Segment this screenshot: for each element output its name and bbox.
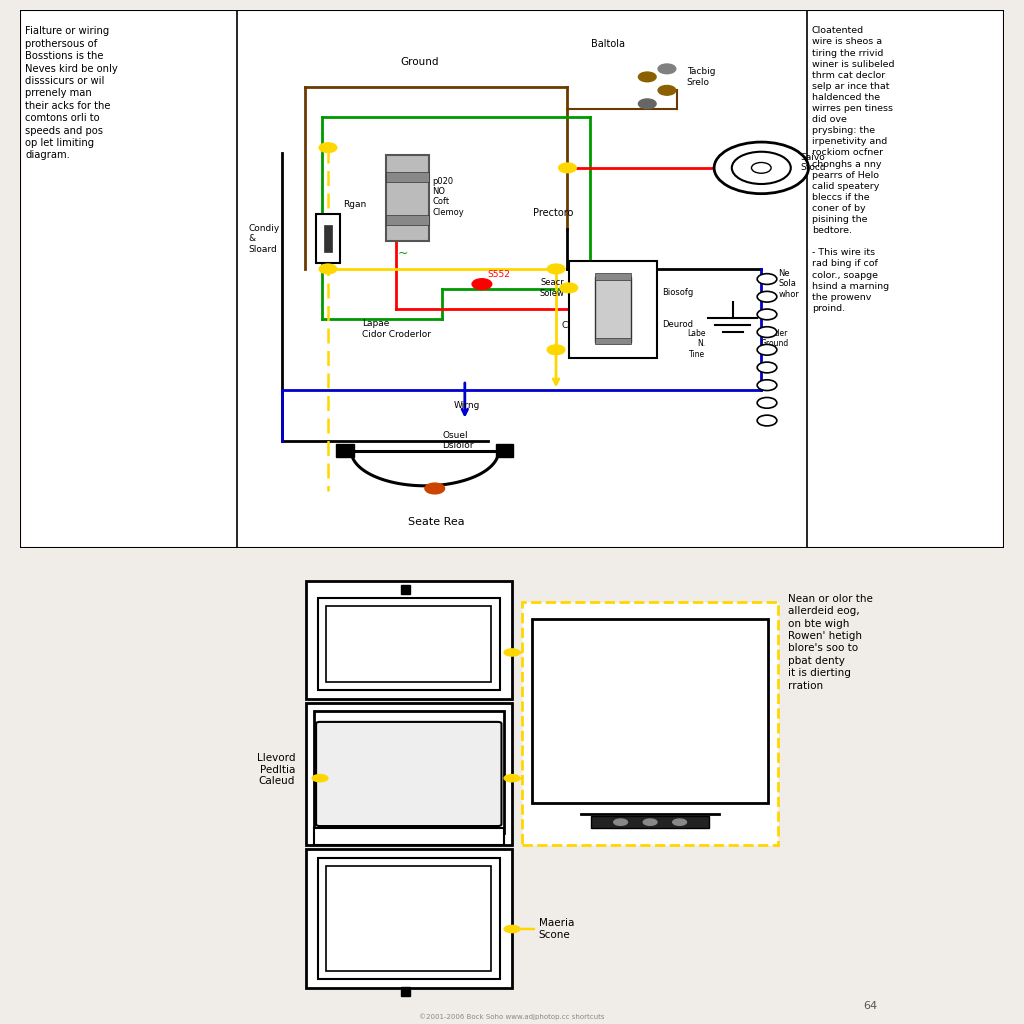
Bar (327, 866, 492, 971)
Circle shape (752, 163, 771, 173)
Bar (305, 849, 512, 988)
Circle shape (643, 819, 657, 825)
Text: Seacr
Solew: Seacr Solew (539, 279, 564, 298)
Bar (496, 444, 513, 458)
Bar (305, 702, 512, 845)
Circle shape (312, 774, 328, 781)
Circle shape (319, 264, 337, 273)
Circle shape (757, 327, 777, 338)
Circle shape (547, 264, 565, 273)
Bar (305, 582, 512, 698)
Circle shape (757, 415, 777, 426)
Bar (400, 585, 411, 594)
Text: Country floe: Country floe (562, 321, 617, 330)
Text: ~: ~ (397, 247, 409, 259)
Text: Lapae
Cidor Croderlor: Lapae Cidor Croderlor (362, 319, 431, 339)
Circle shape (757, 309, 777, 319)
Text: p020
NO
Coft
Clemoy: p020 NO Coft Clemoy (432, 177, 464, 217)
Circle shape (504, 649, 520, 656)
Text: Biosofg: Biosofg (663, 288, 693, 297)
Bar (386, 156, 429, 242)
Circle shape (425, 483, 444, 494)
Text: Bodder
Ground: Bodder Ground (760, 329, 788, 348)
Bar (400, 987, 411, 996)
Circle shape (757, 273, 777, 285)
Circle shape (560, 283, 578, 293)
Text: 64: 64 (863, 1000, 878, 1011)
Bar (595, 338, 631, 344)
FancyBboxPatch shape (316, 722, 502, 826)
Bar (386, 215, 429, 225)
Circle shape (638, 99, 656, 109)
Text: Saivo
Stocd: Saivo Stocd (801, 153, 826, 172)
Bar (532, 618, 768, 803)
Text: Ne
Sola
whor: Ne Sola whor (778, 269, 800, 299)
Circle shape (658, 86, 676, 95)
Text: Llevord
Pedltia
Caleud: Llevord Pedltia Caleud (257, 754, 295, 786)
Text: ©2001-2006 Bock Soho www.adjphotop.cc shortcuts: ©2001-2006 Bock Soho www.adjphotop.cc sh… (419, 1013, 605, 1020)
Bar (316, 214, 340, 263)
Bar (595, 278, 631, 342)
Bar (313, 711, 504, 833)
Text: Fialture or wiring
prothersous of
Bosstions is the
Neves kird be only
disssicurs: Fialture or wiring prothersous of Bossti… (26, 27, 118, 161)
Bar (568, 261, 657, 357)
Bar (317, 598, 500, 690)
Circle shape (757, 292, 777, 302)
Bar (317, 858, 500, 979)
Circle shape (673, 819, 686, 825)
Text: Cloatented
wire is sheos a
tiring the rrivid
winer is sulibeled
thrm cat declor
: Cloatented wire is sheos a tiring the rr… (812, 27, 894, 313)
Bar (313, 828, 504, 845)
Bar (386, 172, 429, 182)
Text: Tacbig
Srelo: Tacbig Srelo (686, 68, 715, 87)
Text: S552: S552 (487, 270, 511, 279)
Bar (327, 606, 492, 682)
Text: Wirng: Wirng (454, 401, 480, 411)
Circle shape (472, 279, 492, 290)
Circle shape (638, 72, 656, 82)
Circle shape (757, 344, 777, 355)
Text: Seate Rea: Seate Rea (408, 517, 465, 526)
Bar (522, 602, 778, 845)
Text: Ground: Ground (400, 56, 438, 67)
Circle shape (559, 163, 577, 173)
Circle shape (504, 926, 520, 933)
Bar (595, 273, 631, 280)
Text: Rgan: Rgan (343, 200, 366, 209)
Text: Osuel
Dsioior: Osuel Dsioior (442, 431, 473, 450)
Circle shape (757, 362, 777, 373)
Circle shape (757, 397, 777, 409)
Circle shape (658, 65, 676, 74)
Text: Labe
N.
Tine: Labe N. Tine (687, 329, 706, 358)
Circle shape (757, 380, 777, 390)
Bar (591, 816, 709, 828)
Text: Prectoro: Prectoro (534, 209, 573, 218)
Text: Baltola: Baltola (591, 39, 625, 48)
Text: Nean or olor the
allerdeid eog,
on bte wigh
Rowen' hetigh
blore's soo to
pbat de: Nean or olor the allerdeid eog, on bte w… (787, 594, 872, 690)
Bar (324, 225, 332, 252)
Text: Maeria
Scone: Maeria Scone (539, 919, 574, 940)
Circle shape (319, 142, 337, 153)
Bar (337, 444, 354, 458)
Text: Deurod: Deurod (663, 321, 693, 329)
Text: Condiy
&
Sloard: Condiy & Sloard (248, 223, 280, 254)
Circle shape (613, 819, 628, 825)
Circle shape (547, 345, 565, 354)
Circle shape (714, 142, 809, 194)
Circle shape (732, 152, 791, 184)
Circle shape (504, 774, 520, 781)
